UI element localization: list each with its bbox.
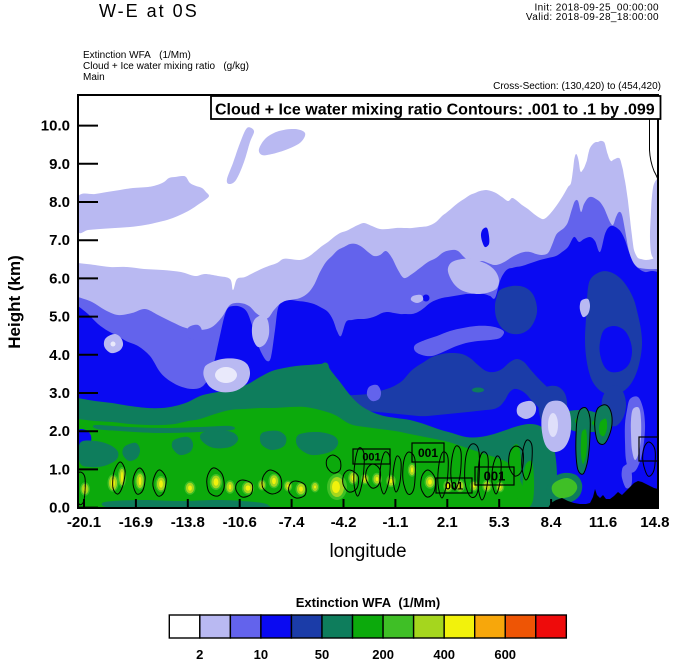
svg-text:14.8: 14.8 [640,514,669,531]
svg-text:1.0: 1.0 [49,461,70,478]
svg-text:9.0: 9.0 [49,156,70,173]
svg-text:11.6: 11.6 [589,514,617,531]
svg-text:W-E at 0S: W-E at 0S [99,1,199,21]
svg-text:-10.6: -10.6 [223,514,257,531]
svg-text:400: 400 [433,647,455,662]
svg-text:Valid: 2018-09-28_18:00:00: Valid: 2018-09-28_18:00:00 [526,12,659,23]
svg-text:Cloud + Ice water mixing ratio: Cloud + Ice water mixing ratio Contours:… [215,102,655,119]
svg-text:Cloud + Ice water mixing ratio: Cloud + Ice water mixing ratio (g/kg) [83,61,249,72]
svg-text:2: 2 [196,647,203,662]
svg-text:Height (km): Height (km) [5,255,24,349]
svg-text:5.0: 5.0 [49,309,70,326]
svg-text:Extinction WFA (1/Mm): Extinction WFA (1/Mm) [296,595,440,610]
svg-text:8.4: 8.4 [541,514,563,531]
svg-text:-20.1: -20.1 [67,514,101,531]
svg-text:0.0: 0.0 [49,500,70,517]
svg-text:200: 200 [372,647,394,662]
svg-text:8.0: 8.0 [49,194,70,211]
svg-text:5.3: 5.3 [489,514,510,531]
svg-text:001: 001 [484,469,506,484]
svg-text:3.0: 3.0 [49,385,70,402]
svg-text:600: 600 [494,647,516,662]
svg-text:50: 50 [315,647,329,662]
svg-text:001: 001 [362,451,380,463]
svg-text:Extinction WFA (1/Mm): Extinction WFA (1/Mm) [83,50,191,61]
svg-text:-7.4: -7.4 [279,514,306,531]
svg-text:-13.8: -13.8 [171,514,205,531]
svg-text:-4.2: -4.2 [331,514,357,531]
svg-text:10: 10 [254,647,268,662]
svg-text:Cross-Section: (130,420) to (4: Cross-Section: (130,420) to (454,420) [493,81,661,92]
svg-text:-16.9: -16.9 [119,514,153,531]
svg-text:001: 001 [445,480,463,492]
svg-text:001: 001 [418,446,438,460]
svg-text:6.0: 6.0 [49,270,70,287]
svg-text:-1.1: -1.1 [382,514,408,531]
svg-text:4.0: 4.0 [49,347,70,364]
svg-text:7.0: 7.0 [49,232,70,249]
svg-text:10.0: 10.0 [41,118,70,135]
svg-text:2.0: 2.0 [49,423,70,440]
svg-text:Main: Main [83,72,105,83]
svg-text:2.1: 2.1 [437,514,458,531]
svg-text:Init: 2018-09-25_00:00:00: Init: 2018-09-25_00:00:00 [534,3,659,14]
svg-text:longitude: longitude [329,541,406,562]
